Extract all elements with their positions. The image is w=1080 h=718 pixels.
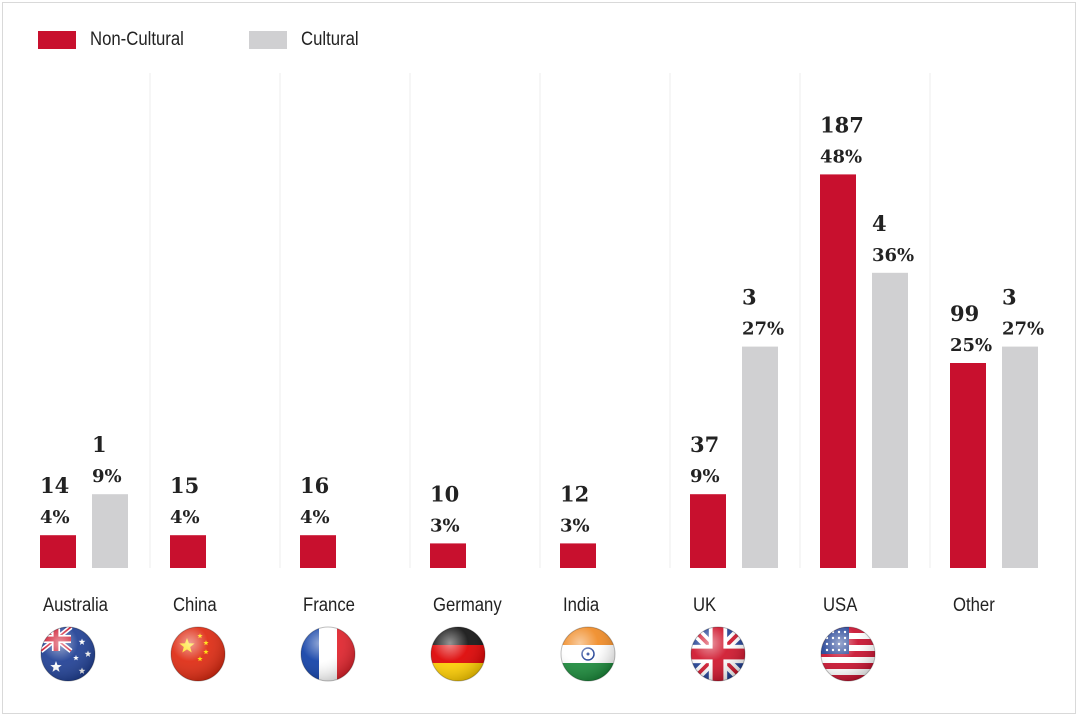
- category-label-india: India: [563, 594, 599, 615]
- bar-percent-label: 4%: [300, 507, 330, 528]
- france-flag-icon: [300, 626, 356, 682]
- bar-value-label: 15: [170, 473, 199, 498]
- bar-value-label: 37: [690, 432, 719, 457]
- bar-non-cultural-other: [950, 363, 986, 568]
- chart-legend: Non-Cultural Cultural: [38, 29, 418, 51]
- category-label-other: Other: [953, 594, 995, 615]
- bar-cultural-usa: [872, 272, 908, 568]
- bar-percent-label: 9%: [92, 466, 122, 487]
- bar-percent-label: 3%: [430, 515, 460, 536]
- bar-value-label: 16: [300, 473, 329, 498]
- bar-value-label: 99: [950, 301, 979, 326]
- bar-percent-label: 3%: [560, 515, 590, 536]
- bar-non-cultural-france: [300, 535, 336, 568]
- bar-percent-label: 48%: [820, 146, 862, 167]
- legend-item-cultural: Cultural: [248, 29, 366, 51]
- bar-value-label: 14: [40, 473, 69, 498]
- bar-non-cultural-india: [560, 543, 596, 568]
- germany-flag-icon: [430, 626, 486, 682]
- category-label-china: China: [173, 594, 217, 615]
- bar-non-cultural-china: [170, 535, 206, 568]
- bar-value-label: 187: [820, 112, 864, 137]
- legend-item-non-cultural: Non-Cultural: [38, 29, 197, 51]
- bar-value-label: 3: [742, 285, 757, 310]
- bar-percent-label: 27%: [742, 319, 784, 340]
- bar-non-cultural-usa: [820, 174, 856, 568]
- bar-value-label: 10: [430, 481, 459, 506]
- legend-swatch-non-cultural: [38, 31, 76, 49]
- usa-flag-icon: [820, 626, 876, 682]
- bar-value-label: 1: [92, 432, 107, 457]
- bar-value-label: 12: [560, 481, 589, 506]
- bar-percent-label: 25%: [950, 335, 992, 356]
- bar-value-label: 3: [1002, 285, 1017, 310]
- australia-flag-icon: [40, 626, 96, 682]
- category-label-usa: USA: [823, 594, 857, 615]
- india-flag-icon: [560, 626, 616, 682]
- category-label-uk: UK: [693, 594, 716, 615]
- bar-percent-label: 36%: [872, 245, 914, 266]
- bar-percent-label: 27%: [1002, 319, 1044, 340]
- bar-value-label: 4: [872, 211, 887, 236]
- china-flag-icon: [170, 626, 226, 682]
- bar-cultural-uk: [742, 346, 778, 568]
- category-label-australia: Australia: [43, 594, 108, 615]
- uk-flag-icon: [690, 626, 746, 682]
- bar-percent-label: 4%: [40, 507, 70, 528]
- bar-non-cultural-germany: [430, 543, 466, 568]
- legend-label-non-cultural: Non-Cultural: [90, 29, 184, 50]
- bar-percent-label: 4%: [170, 507, 200, 528]
- category-label-germany: Germany: [433, 594, 502, 615]
- category-label-france: France: [303, 594, 355, 615]
- legend-label-cultural: Cultural: [300, 29, 359, 50]
- bar-cultural-other: [1002, 346, 1038, 568]
- legend-swatch-cultural: [248, 31, 287, 49]
- bar-non-cultural-uk: [690, 494, 726, 568]
- bar-non-cultural-australia: [40, 535, 76, 568]
- bar-cultural-australia: [92, 494, 128, 568]
- bar-percent-label: 9%: [690, 466, 720, 487]
